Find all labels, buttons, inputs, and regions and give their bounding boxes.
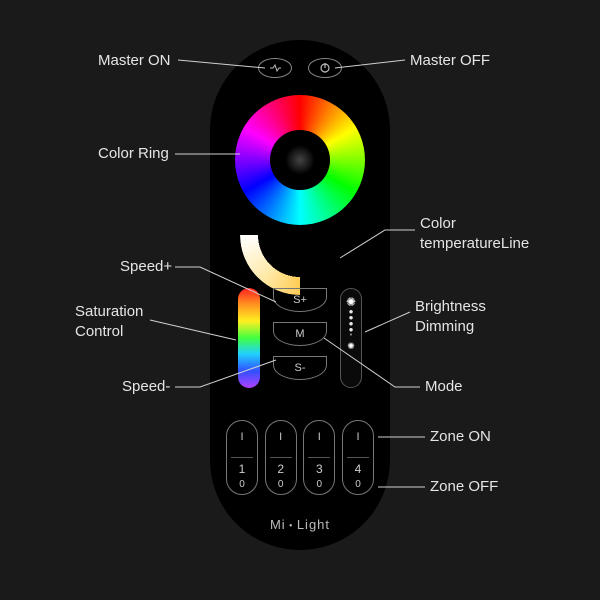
label-zone-off: Zone OFF — [430, 478, 498, 495]
speed-minus-button[interactable]: S- — [273, 356, 327, 380]
label-color-ring: Color Ring — [98, 145, 169, 162]
speed-plus-button[interactable]: S+ — [273, 288, 327, 312]
label-mode: Mode — [425, 378, 463, 395]
label-bright-2: Dimming — [415, 318, 474, 335]
label-sat-1: Saturation — [75, 303, 143, 320]
color-ring[interactable] — [235, 95, 365, 225]
brightness-slider[interactable]: ✺ • • • • • ✺ — [340, 288, 362, 388]
zone-button-row: I 1 0 I 2 0 I 3 0 I 4 0 — [226, 420, 374, 495]
zone-button-4[interactable]: I 4 0 — [342, 420, 374, 495]
zone-button-2[interactable]: I 2 0 — [265, 420, 297, 495]
label-ct-1: Color — [420, 215, 456, 232]
brightness-min-icon: ✺ — [341, 341, 361, 352]
color-ring-center — [270, 130, 330, 190]
zone-button-3[interactable]: I 3 0 — [303, 420, 335, 495]
remote-body: S+ M S- ✺ • • • • • ✺ I 1 0 I 2 0 I 3 0 … — [210, 40, 390, 550]
label-speed-plus: Speed+ — [120, 258, 172, 275]
master-off-button[interactable] — [308, 58, 342, 78]
label-speed-minus: Speed- — [122, 378, 170, 395]
brand-logo: Mi • Light — [210, 517, 390, 532]
saturation-slider[interactable] — [238, 288, 260, 388]
label-zone-on: Zone ON — [430, 428, 491, 445]
zone-button-1[interactable]: I 1 0 — [226, 420, 258, 495]
label-bright-1: Brightness — [415, 298, 486, 315]
label-ct-2: temperatureLine — [420, 235, 529, 252]
color-temperature-arc[interactable] — [240, 235, 360, 295]
label-master-off: Master OFF — [410, 52, 490, 69]
mode-button[interactable]: M — [273, 322, 327, 346]
label-sat-2: Control — [75, 323, 123, 340]
master-on-button[interactable] — [258, 58, 292, 78]
label-master-on: Master ON — [98, 52, 171, 69]
